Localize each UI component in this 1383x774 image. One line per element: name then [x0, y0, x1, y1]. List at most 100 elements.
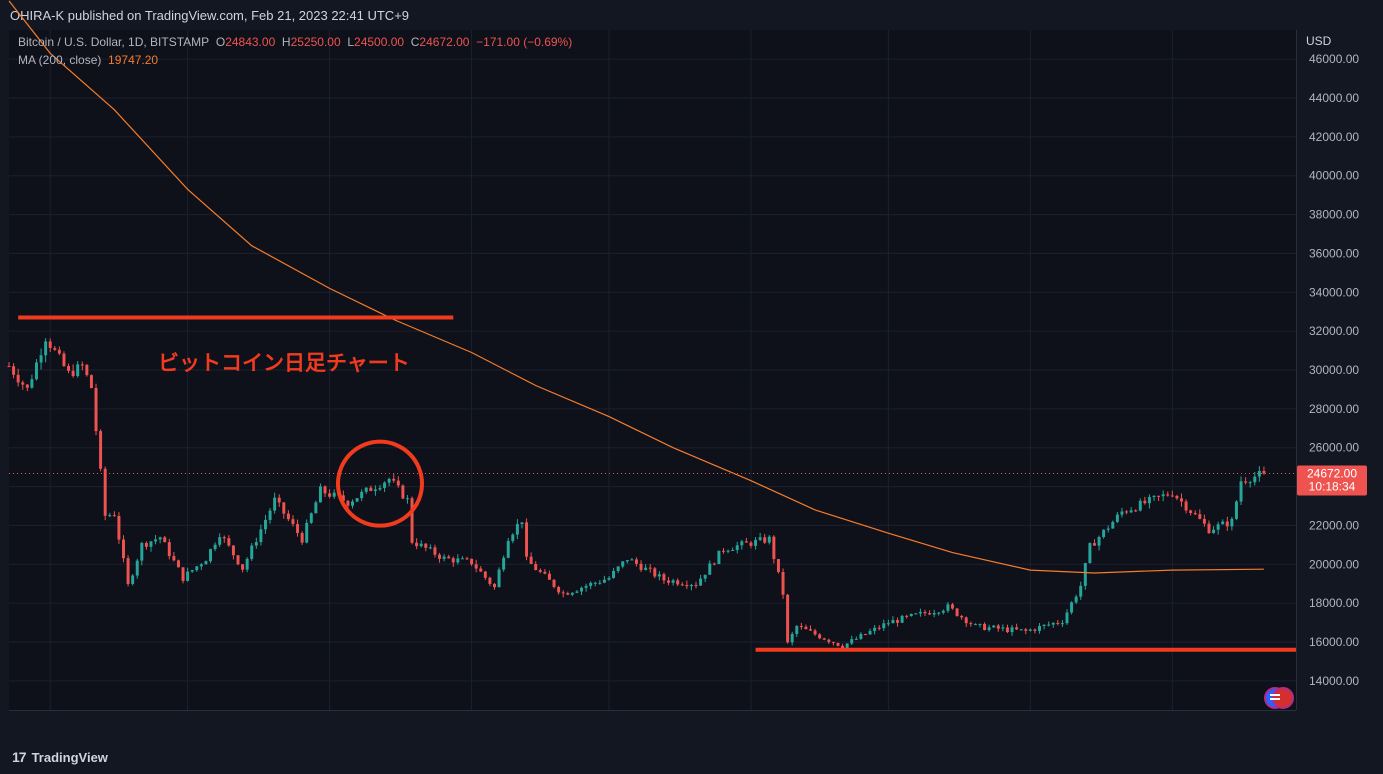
- candle-body: [648, 567, 652, 569]
- ma-value: 19747.20: [108, 53, 159, 67]
- candle-body: [254, 542, 258, 546]
- candle-body: [190, 570, 194, 572]
- candle-body: [557, 586, 561, 593]
- candle-body: [744, 541, 748, 543]
- candle-body: [447, 556, 451, 559]
- candle-body: [236, 555, 240, 565]
- candle-body: [634, 559, 638, 564]
- candle-body: [89, 375, 93, 389]
- candle-body: [987, 627, 991, 631]
- candle-body: [1092, 543, 1096, 546]
- candle-body: [992, 625, 996, 628]
- candle-body: [44, 341, 48, 356]
- candle-body: [1129, 510, 1133, 513]
- candle-body: [502, 557, 506, 570]
- candle-body: [456, 558, 460, 563]
- candle-body: [492, 583, 496, 588]
- candle-body: [973, 624, 977, 626]
- candle-body: [309, 513, 313, 523]
- ma-legend: MA (200, close) 19747.20: [18, 53, 158, 67]
- candle-body: [763, 537, 767, 543]
- price-axis[interactable]: [1296, 30, 1373, 710]
- candle-body: [396, 480, 400, 486]
- candle-body: [937, 612, 941, 614]
- candle-body: [662, 574, 666, 581]
- candle-body: [616, 566, 620, 571]
- candle-body: [103, 468, 107, 516]
- candle-body: [199, 564, 203, 567]
- candle-body: [813, 630, 817, 635]
- candle-body: [231, 545, 235, 556]
- candle-body: [30, 379, 34, 388]
- candle-body: [831, 642, 835, 644]
- close-label: C: [410, 35, 420, 49]
- candle-body: [1111, 521, 1115, 529]
- candle-body: [1047, 624, 1051, 626]
- candle-body: [795, 626, 799, 634]
- candle-body: [667, 580, 671, 583]
- candle-body: [1005, 627, 1009, 633]
- candle-body: [442, 556, 446, 559]
- candle-body: [1106, 528, 1110, 530]
- candle-body: [497, 569, 501, 588]
- candle-body: [1253, 476, 1257, 483]
- candle-body: [1202, 518, 1206, 524]
- candle-body: [286, 513, 290, 520]
- candle-body: [969, 623, 973, 625]
- candle-body: [859, 634, 863, 639]
- candle-body: [305, 522, 309, 543]
- candle-body: [108, 515, 112, 517]
- candle-body: [717, 550, 721, 565]
- candle-body: [419, 543, 423, 547]
- high-value: 25250.00: [290, 35, 341, 49]
- candle-body: [1161, 494, 1165, 497]
- candle-body: [543, 571, 547, 574]
- candle-body: [580, 587, 583, 592]
- candle-body: [731, 549, 735, 551]
- candle-body: [135, 560, 139, 576]
- candle-body: [1056, 622, 1060, 624]
- candle-body: [960, 615, 964, 618]
- candle-body: [346, 500, 350, 506]
- candle-body: [250, 545, 254, 559]
- candle-body: [914, 613, 918, 615]
- candle-body: [799, 626, 803, 628]
- candle-body: [126, 558, 130, 584]
- candle-body: [428, 547, 432, 549]
- candle-body: [341, 495, 345, 501]
- candle-body: [996, 625, 1000, 629]
- candle-body: [378, 487, 382, 490]
- currency-label[interactable]: USD: [1306, 34, 1332, 48]
- candle-body: [296, 524, 300, 534]
- candle-body: [547, 573, 551, 580]
- symbol-name[interactable]: Bitcoin / U.S. Dollar, 1D, BITSTAMP: [18, 35, 210, 49]
- tradingview-brand[interactable]: 17 TradingView: [12, 749, 108, 765]
- candle-body: [94, 388, 98, 432]
- candle-body: [218, 537, 222, 545]
- candle-body: [415, 542, 419, 547]
- candle-body: [951, 604, 954, 609]
- highlight-circle: [335, 439, 424, 528]
- candle-body: [625, 560, 629, 562]
- candle-body: [515, 524, 519, 535]
- candle-body: [1143, 500, 1147, 504]
- candle-body: [740, 541, 744, 546]
- ma-label[interactable]: MA (200, close): [18, 53, 102, 67]
- candle-body: [401, 485, 405, 499]
- candle-body: [708, 563, 712, 575]
- candle-body: [1221, 521, 1225, 525]
- candle-body: [140, 542, 144, 561]
- candle-body: [863, 634, 867, 636]
- candle-body: [520, 522, 524, 525]
- time-axis[interactable]: [9, 710, 1296, 741]
- candle-body: [680, 584, 684, 586]
- candle-body: [1257, 470, 1261, 477]
- candle-body: [433, 547, 437, 555]
- candle-body: [39, 355, 43, 363]
- candle-body: [841, 645, 845, 649]
- candle-body: [703, 574, 707, 579]
- candle-body: [117, 515, 121, 540]
- candle-body: [1038, 626, 1042, 631]
- candle-body: [204, 561, 208, 565]
